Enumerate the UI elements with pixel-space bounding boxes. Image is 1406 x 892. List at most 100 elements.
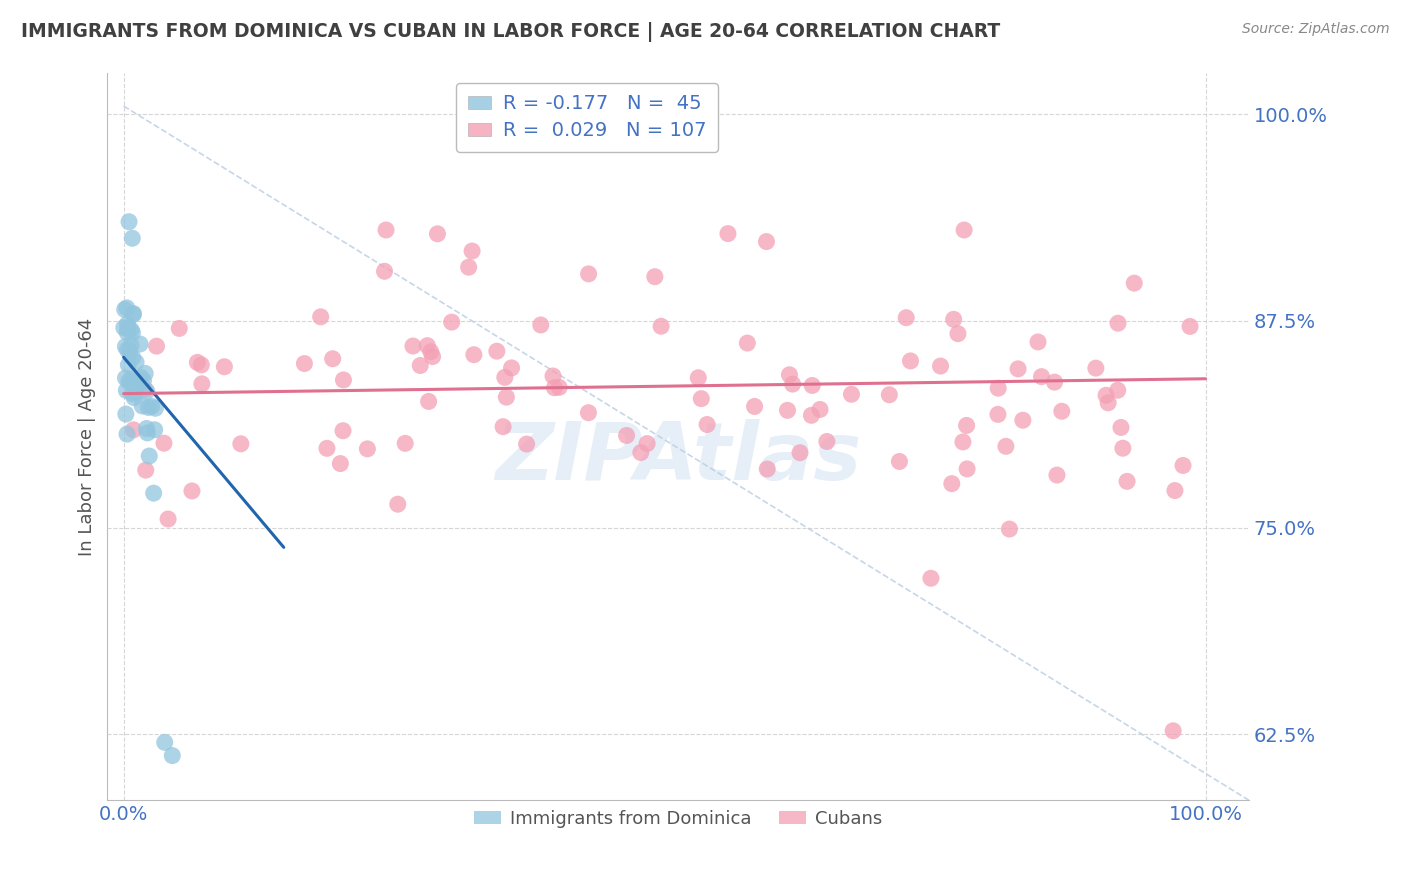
Point [1084,361,1107,376]
Text: Source: ZipAtlas.com: Source: ZipAtlas.com [1241,22,1389,37]
Point [134,367,156,381]
Point [987,408,1010,422]
Point [998,522,1021,536]
Point [121,386,143,401]
Point [896,310,918,325]
Point [994,439,1017,453]
Point [121,351,143,365]
Point [841,387,863,401]
Point [118,345,141,359]
Point [1007,362,1029,376]
Point [1043,375,1066,389]
Point [114,302,136,317]
Point [485,344,508,359]
Point [167,321,190,335]
Point [929,359,952,373]
Point [132,374,155,388]
Point [121,326,143,340]
Point [394,436,416,450]
Point [1171,458,1194,473]
Point [956,462,979,476]
Point [120,375,142,389]
Point [778,368,800,382]
Point [135,384,157,399]
Point [125,355,148,369]
Point [309,310,332,324]
Point [1107,316,1129,330]
Point [153,436,176,450]
Point [125,379,148,393]
Point [129,370,152,384]
Point [815,434,838,449]
Point [122,391,145,405]
Point [422,350,444,364]
Point [416,339,439,353]
Point [138,449,160,463]
Point [157,512,180,526]
Point [190,358,212,372]
Point [115,301,138,315]
Point [1097,396,1119,410]
Point [141,400,163,414]
Point [1107,383,1129,397]
Point [578,267,600,281]
Point [1046,468,1069,483]
Point [117,358,139,372]
Point [1116,475,1139,489]
Point [644,269,666,284]
Point [1161,723,1184,738]
Point [127,376,149,391]
Point [356,442,378,456]
Point [688,371,710,385]
Point [112,320,135,334]
Point [650,319,672,334]
Point [630,445,652,459]
Point [808,402,831,417]
Point [121,231,143,245]
Point [744,400,766,414]
Point [121,372,143,386]
Point [214,359,236,374]
Point [756,462,779,476]
Point [387,497,409,511]
Point [942,312,965,326]
Point [373,264,395,278]
Point [1050,404,1073,418]
Point [114,340,136,354]
Point [516,437,538,451]
Point [120,323,142,337]
Point [801,378,824,392]
Point [136,425,159,440]
Point [181,483,204,498]
Point [900,354,922,368]
Point [153,735,176,749]
Point [616,428,638,442]
Point [782,377,804,392]
Point [501,360,523,375]
Point [129,337,152,351]
Point [461,244,484,258]
Point [920,571,942,585]
Point [578,406,600,420]
Point [1123,276,1146,290]
Point [419,344,441,359]
Point [136,401,159,415]
Point [1112,441,1135,455]
Point [322,351,344,366]
Point [134,383,156,397]
Point [889,454,911,468]
Point [115,427,138,442]
Point [1095,388,1118,402]
Point [541,369,564,384]
Point [755,235,778,249]
Point [162,748,184,763]
Point [987,381,1010,395]
Point [131,399,153,413]
Point [145,401,167,416]
Point [143,423,166,437]
Point [955,418,977,433]
Point [530,318,553,332]
Point [294,357,316,371]
Point [402,339,425,353]
Point [145,339,167,353]
